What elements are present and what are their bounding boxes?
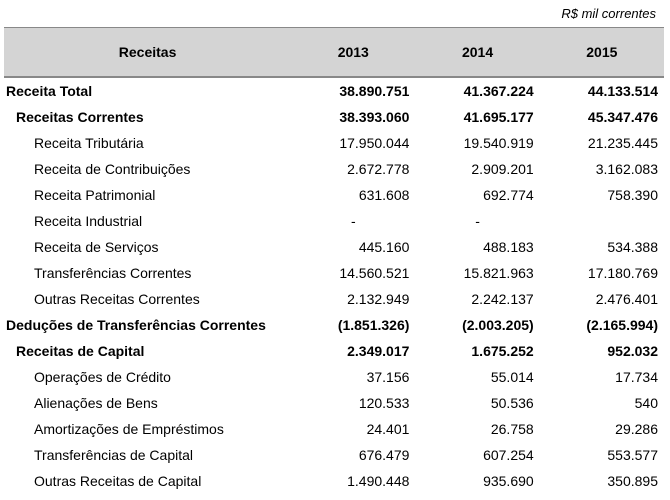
table-row: Receita de Contribuições2.672.7782.909.2… (4, 156, 664, 182)
cell-2013: 1.490.448 (291, 468, 415, 494)
row-label: Receitas de Capital (4, 338, 291, 364)
cell-2014: 2.909.201 (415, 156, 539, 182)
cell-2015: 350.895 (540, 468, 664, 494)
header-label-col: Receitas (4, 28, 291, 78)
cell-2015: 45.347.476 (540, 104, 664, 130)
row-label: Deduções de Transferências Correntes (4, 312, 291, 338)
cell-2013: 14.560.521 (291, 260, 415, 286)
cell-2014: 41.367.224 (415, 77, 539, 104)
cell-2014: 19.540.919 (415, 130, 539, 156)
cell-2014: 15.821.963 (415, 260, 539, 286)
cell-2015: (2.165.994) (540, 312, 664, 338)
row-label: Receitas Correntes (4, 104, 291, 130)
row-label: Alienações de Bens (4, 390, 291, 416)
revenue-table: Receitas 2013 2014 2015 Receita Total38.… (4, 27, 664, 494)
cell-2014: 488.183 (415, 234, 539, 260)
cell-2015: 21.235.445 (540, 130, 664, 156)
row-label: Transferências de Capital (4, 442, 291, 468)
cell-2015: 553.577 (540, 442, 664, 468)
cell-2013: 37.156 (291, 364, 415, 390)
table-row: Outras Receitas Correntes2.132.9492.242.… (4, 286, 664, 312)
cell-2014: 55.014 (415, 364, 539, 390)
header-year-2015: 2015 (540, 28, 664, 78)
row-label: Receita de Contribuições (4, 156, 291, 182)
cell-2014: (2.003.205) (415, 312, 539, 338)
row-label: Receita Tributária (4, 130, 291, 156)
row-label: Outras Receitas Correntes (4, 286, 291, 312)
cell-2015: 17.734 (540, 364, 664, 390)
row-label: Receita de Serviços (4, 234, 291, 260)
cell-2015 (540, 208, 664, 234)
unit-label: R$ mil correntes (4, 4, 664, 27)
table-row: Amortizações de Empréstimos24.40126.7582… (4, 416, 664, 442)
cell-2013: 2.349.017 (291, 338, 415, 364)
cell-2014: 26.758 (415, 416, 539, 442)
header-row: Receitas 2013 2014 2015 (4, 28, 664, 78)
table-row: Outras Receitas de Capital1.490.448935.6… (4, 468, 664, 494)
table-row: Transferências de Capital676.479607.2545… (4, 442, 664, 468)
cell-2013: 38.890.751 (291, 77, 415, 104)
table-row: Alienações de Bens120.53350.536540 (4, 390, 664, 416)
table-container: R$ mil correntes Receitas 2013 2014 2015… (0, 0, 670, 498)
cell-2013: 17.950.044 (291, 130, 415, 156)
header-year-2014: 2014 (415, 28, 539, 78)
cell-2014: 935.690 (415, 468, 539, 494)
row-label: Receita Total (4, 77, 291, 104)
row-label: Transferências Correntes (4, 260, 291, 286)
cell-2015: 2.476.401 (540, 286, 664, 312)
table-row: Transferências Correntes14.560.52115.821… (4, 260, 664, 286)
table-row: Receita Tributária17.950.04419.540.91921… (4, 130, 664, 156)
table-row: Receita Industrial-- (4, 208, 664, 234)
cell-2013: (1.851.326) (291, 312, 415, 338)
table-row: Receitas de Capital2.349.0171.675.252952… (4, 338, 664, 364)
table-row: Deduções de Transferências Correntes(1.8… (4, 312, 664, 338)
cell-2015: 3.162.083 (540, 156, 664, 182)
row-label: Amortizações de Empréstimos (4, 416, 291, 442)
header-year-2013: 2013 (291, 28, 415, 78)
cell-2015: 44.133.514 (540, 77, 664, 104)
table-row: Receita Total38.890.75141.367.22444.133.… (4, 77, 664, 104)
row-label: Receita Patrimonial (4, 182, 291, 208)
table-row: Receita de Serviços445.160488.183534.388 (4, 234, 664, 260)
cell-2014: 2.242.137 (415, 286, 539, 312)
cell-2013: 631.608 (291, 182, 415, 208)
cell-2015: 540 (540, 390, 664, 416)
row-label: Outras Receitas de Capital (4, 468, 291, 494)
cell-2015: 29.286 (540, 416, 664, 442)
cell-2015: 17.180.769 (540, 260, 664, 286)
cell-2013: 38.393.060 (291, 104, 415, 130)
cell-2015: 952.032 (540, 338, 664, 364)
cell-2013: 2.132.949 (291, 286, 415, 312)
cell-2014: 1.675.252 (415, 338, 539, 364)
table-row: Operações de Crédito37.15655.01417.734 (4, 364, 664, 390)
cell-2013: - (291, 208, 415, 234)
cell-2013: 24.401 (291, 416, 415, 442)
cell-2014: 692.774 (415, 182, 539, 208)
cell-2014: - (415, 208, 539, 234)
table-row: Receita Patrimonial631.608692.774758.390 (4, 182, 664, 208)
table-row: Receitas Correntes38.393.06041.695.17745… (4, 104, 664, 130)
cell-2013: 2.672.778 (291, 156, 415, 182)
cell-2013: 445.160 (291, 234, 415, 260)
row-label: Receita Industrial (4, 208, 291, 234)
cell-2013: 676.479 (291, 442, 415, 468)
cell-2014: 50.536 (415, 390, 539, 416)
table-body: Receita Total38.890.75141.367.22444.133.… (4, 77, 664, 494)
cell-2014: 41.695.177 (415, 104, 539, 130)
cell-2015: 758.390 (540, 182, 664, 208)
cell-2014: 607.254 (415, 442, 539, 468)
cell-2015: 534.388 (540, 234, 664, 260)
row-label: Operações de Crédito (4, 364, 291, 390)
cell-2013: 120.533 (291, 390, 415, 416)
